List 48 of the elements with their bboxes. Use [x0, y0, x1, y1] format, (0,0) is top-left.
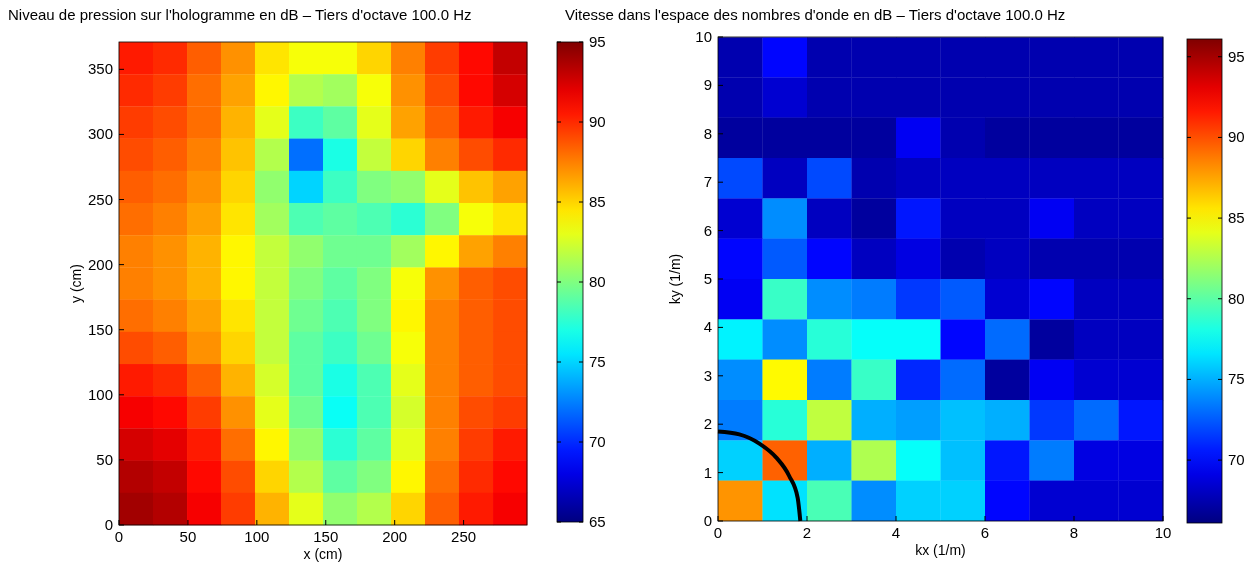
- color-bar-label: 75: [589, 353, 606, 370]
- x-tick-label: 100: [244, 528, 270, 545]
- y-tick-label: 200: [87, 255, 113, 273]
- color-bar-label: 80: [1228, 289, 1245, 307]
- y-axis-title: y (cm): [68, 264, 84, 303]
- color-bar-label: 70: [589, 433, 606, 450]
- y-tick-label: 300: [87, 125, 113, 143]
- color-bar-label: 70: [1228, 451, 1245, 469]
- color-bar-label: 90: [1228, 128, 1245, 146]
- x-tick-label: 8: [1069, 524, 1079, 541]
- color-bar-label: 95: [1228, 47, 1245, 65]
- color-bar-label: 75: [1228, 370, 1245, 388]
- y-tick-label: 1: [703, 463, 712, 481]
- x-axis-title: kx (1/m): [915, 542, 966, 558]
- x-axis-title: x (cm): [303, 546, 343, 562]
- x-tick-label: 0: [114, 528, 124, 545]
- color-bar-label: 85: [1228, 209, 1245, 227]
- x-tick-label: 10: [1154, 524, 1172, 541]
- x-tick-label: 4: [891, 524, 901, 541]
- x-tick-label: 6: [980, 524, 990, 541]
- color-bar-label: 85: [589, 193, 606, 210]
- y-axis-title: ky (1/m): [667, 253, 683, 305]
- y-tick-label: 100: [87, 385, 113, 403]
- y-tick-label: 4: [703, 318, 712, 336]
- x-tick-label: 2: [802, 524, 812, 541]
- y-tick-label: 7: [703, 173, 712, 191]
- x-tick-label: 200: [382, 528, 408, 545]
- chart-title: Niveau de pression sur l'hologramme en dB – Tiers d'octave 100.0 Hz: [8, 6, 472, 23]
- x-tick-label: 150: [313, 528, 339, 545]
- x-tick-label: 50: [179, 528, 197, 545]
- y-tick-label: 10: [695, 28, 712, 45]
- y-tick-label: 350: [87, 60, 113, 78]
- y-tick-label: 8: [703, 124, 712, 142]
- y-tick-label: 6: [703, 221, 712, 239]
- color-bar-label: 80: [589, 273, 606, 290]
- y-tick-label: 5: [703, 270, 712, 287]
- y-tick-label: 3: [703, 366, 712, 384]
- y-tick-label: 0: [703, 512, 712, 529]
- x-tick-label: 250: [451, 528, 477, 545]
- y-tick-label: 9: [703, 76, 712, 94]
- y-tick-label: 150: [87, 320, 113, 338]
- chart-title: Vitesse dans l'espace des nombres d'onde en dB – Tiers d'octave 100.0 Hz: [565, 6, 1066, 23]
- color-bar-label: 65: [589, 513, 606, 530]
- color-bar-label: 90: [589, 113, 606, 130]
- color-bar-label: 95: [589, 33, 606, 50]
- y-tick-label: 250: [87, 190, 113, 208]
- y-tick-label: 2: [703, 415, 712, 433]
- y-tick-label: 50: [96, 450, 113, 468]
